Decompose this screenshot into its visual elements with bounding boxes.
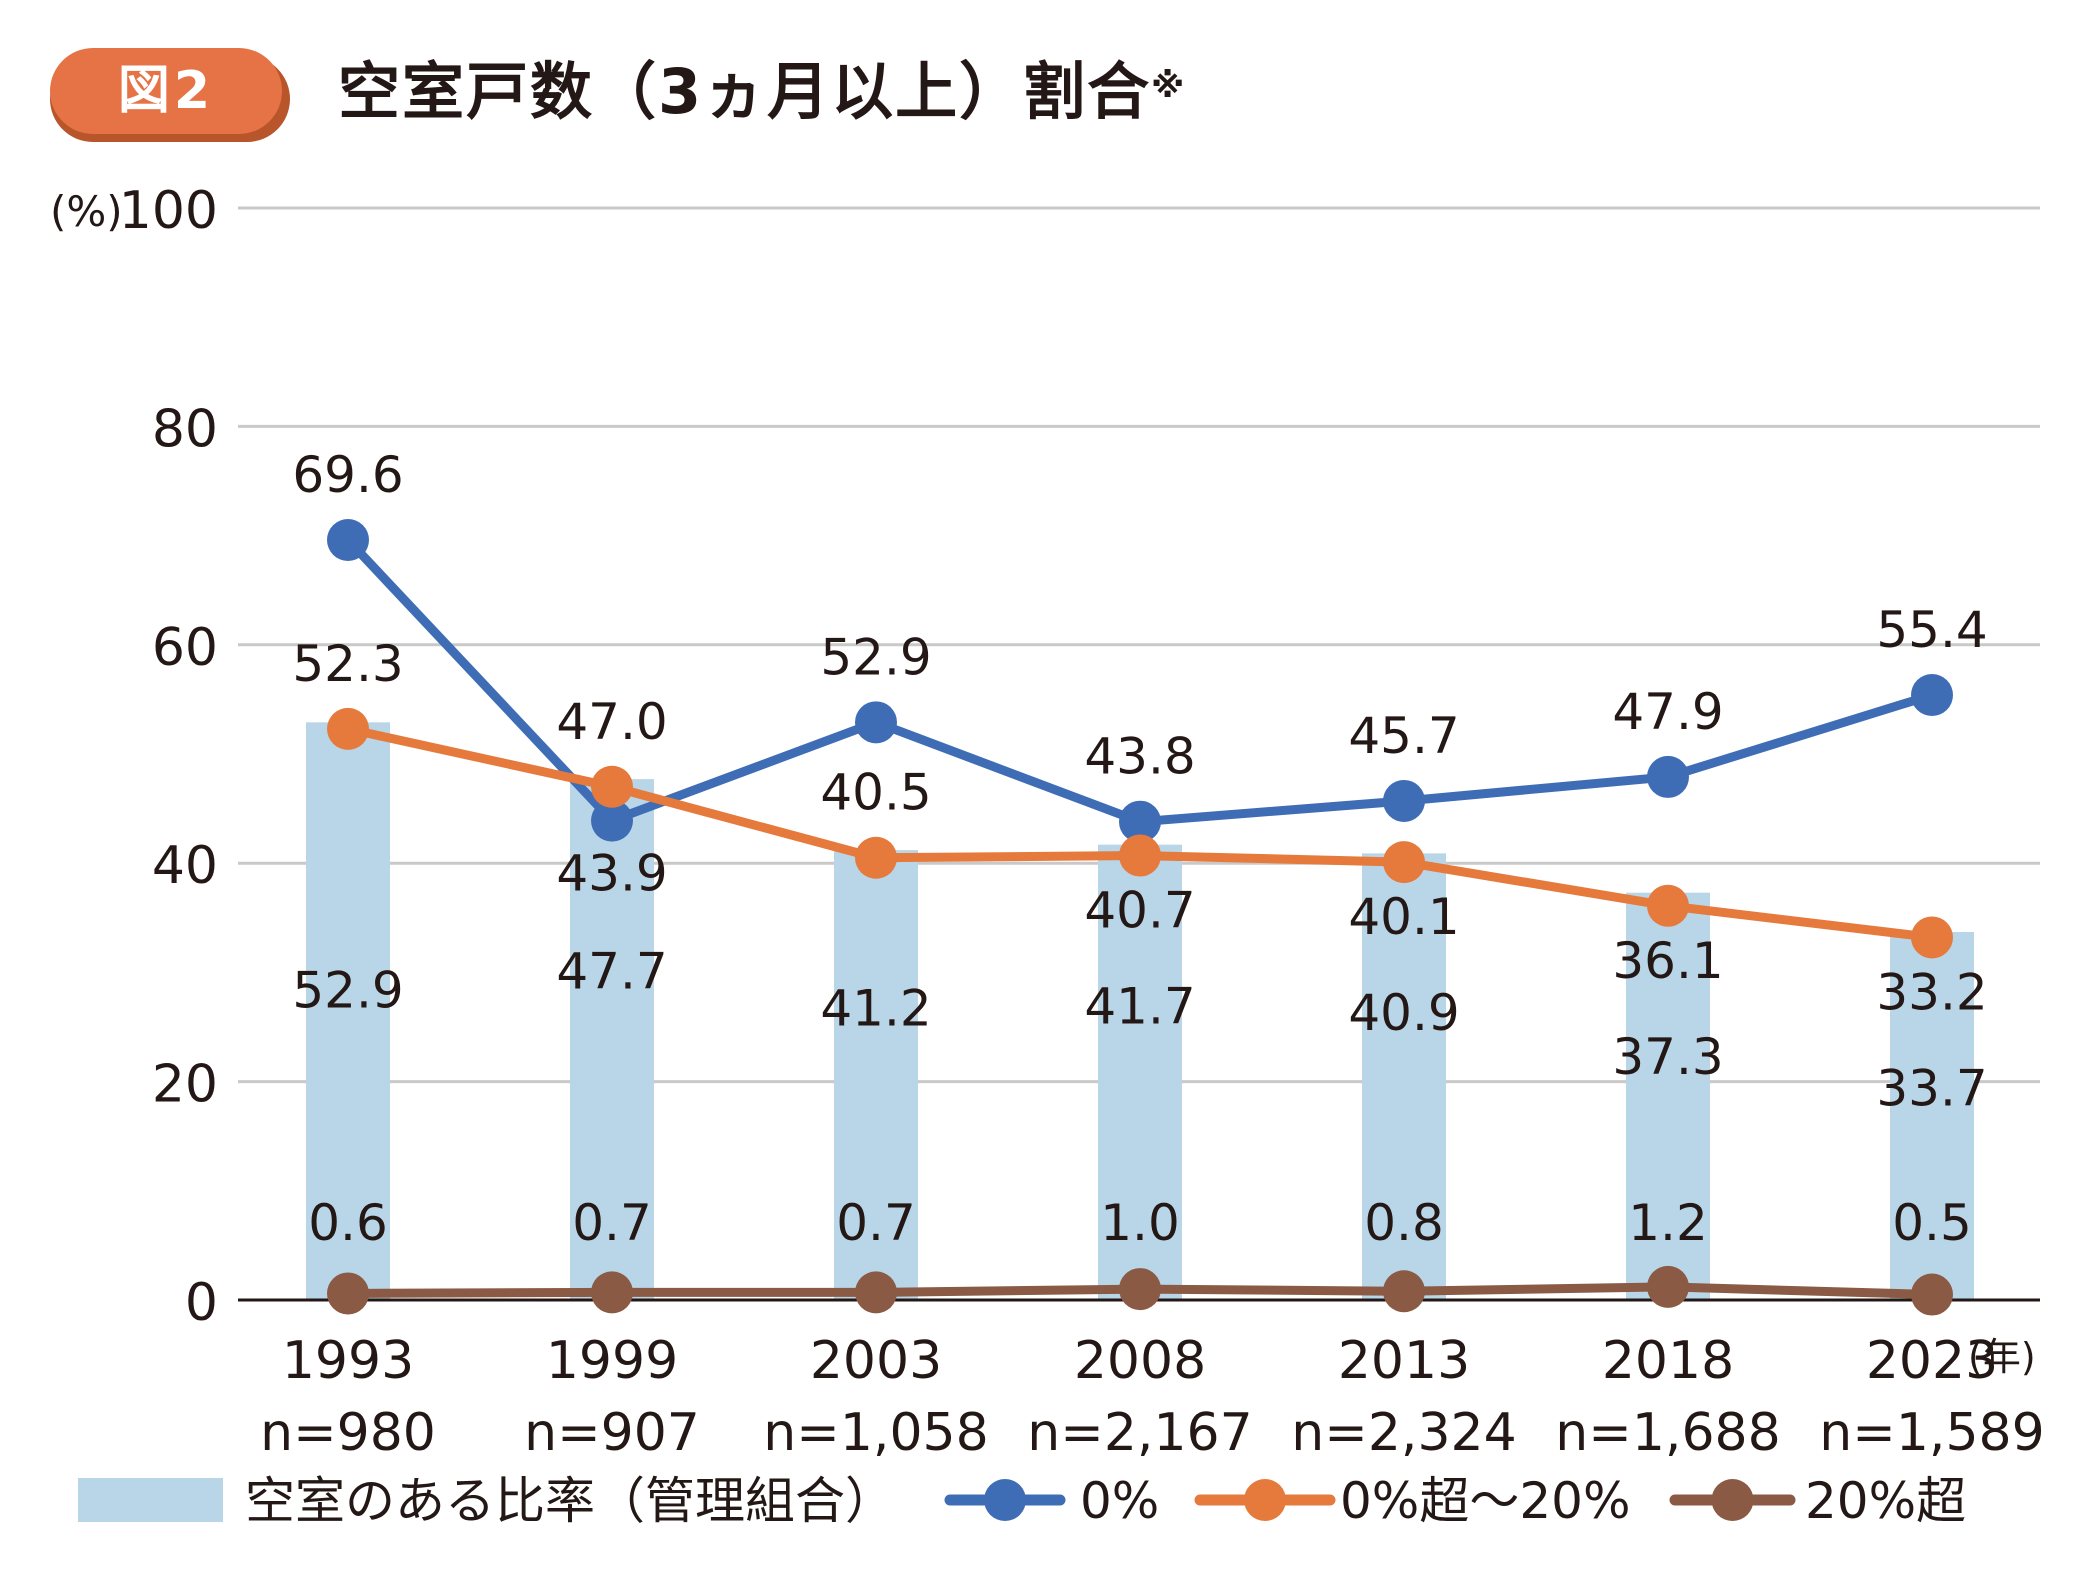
data-label: 52.9	[292, 961, 403, 1019]
y-tick-label: 20	[152, 1055, 218, 1115]
data-point	[1911, 674, 1953, 717]
y-tick-label: 80	[152, 399, 218, 459]
legend-label: 0%	[1080, 1472, 1159, 1530]
data-label: 52.3	[292, 635, 403, 693]
data-point	[1119, 800, 1161, 843]
data-label: 69.6	[292, 446, 403, 504]
x-sample-size: n=2,324	[1291, 1403, 1516, 1463]
x-tick-label: 2023	[1866, 1331, 1998, 1391]
chart-title: 空室戸数（3ヵ月以上）割合※	[338, 52, 1186, 132]
data-label: 41.7	[1084, 978, 1195, 1036]
x-tick-label: 1993	[282, 1331, 414, 1391]
legend-marker	[1711, 1479, 1754, 1521]
data-label: 1.2	[1628, 1194, 1708, 1252]
data-label: 43.9	[556, 845, 667, 903]
data-point	[1647, 884, 1689, 927]
data-point	[1383, 841, 1425, 884]
x-tick-label: 1999	[546, 1331, 678, 1391]
x-sample-size: n=980	[260, 1403, 436, 1463]
data-label: 37.3	[1612, 1028, 1723, 1086]
note-mark: ※	[1151, 66, 1187, 106]
x-tick-label: 2013	[1338, 1331, 1470, 1391]
figure-badge: 図2	[50, 48, 290, 142]
data-label: 40.5	[820, 764, 931, 822]
data-label: 33.7	[1876, 1059, 1987, 1117]
data-label: 45.7	[1348, 707, 1459, 765]
x-unit-label: (年)	[1968, 1335, 2036, 1379]
data-label: 0.5	[1892, 1194, 1972, 1252]
x-tick-label: 2003	[810, 1331, 942, 1391]
data-label: 0.7	[836, 1194, 916, 1252]
x-sample-size: n=1,058	[763, 1403, 988, 1463]
legend-marker	[1244, 1479, 1286, 1521]
data-point	[591, 1271, 633, 1314]
bar	[570, 779, 654, 1300]
data-point	[855, 836, 897, 879]
data-point	[1647, 1265, 1689, 1308]
data-point	[1383, 779, 1425, 822]
data-label: 47.7	[556, 943, 667, 1001]
legend-label: 20%超	[1805, 1472, 1966, 1530]
data-label: 0.8	[1364, 1194, 1444, 1252]
data-label: 55.4	[1876, 601, 1987, 659]
bar	[306, 722, 390, 1300]
data-label: 0.6	[308, 1194, 388, 1252]
x-sample-size: n=1,589	[1819, 1403, 2044, 1463]
bar	[1890, 931, 1974, 1300]
bar	[1626, 892, 1710, 1300]
bar	[1362, 853, 1446, 1300]
data-label: 41.2	[820, 980, 931, 1038]
x-sample-size: n=907	[524, 1403, 700, 1463]
data-label: 52.9	[820, 628, 931, 686]
data-point	[855, 1271, 897, 1314]
data-point	[1119, 834, 1161, 877]
y-unit-label: (%)	[50, 187, 123, 236]
data-point	[1911, 916, 1953, 959]
data-label: 36.1	[1612, 932, 1723, 990]
chart-title-text: 空室戸数（3ヵ月以上）割合	[338, 55, 1152, 128]
data-point	[1911, 1273, 1953, 1316]
data-point	[327, 1272, 369, 1315]
data-label: 0.7	[572, 1194, 652, 1252]
data-label: 47.0	[556, 693, 667, 751]
data-point	[591, 799, 633, 842]
legend-label: 空室のある比率（管理組合）	[245, 1472, 895, 1530]
data-label: 40.9	[1348, 984, 1459, 1042]
data-label: 40.1	[1348, 888, 1459, 946]
x-tick-label: 2018	[1602, 1331, 1734, 1391]
data-label: 43.8	[1084, 728, 1195, 786]
y-tick-label: 40	[152, 836, 218, 896]
figure-badge-label: 図2	[50, 48, 282, 134]
legend-label: 0%超〜20%	[1340, 1472, 1630, 1530]
data-point	[1119, 1268, 1161, 1311]
data-point	[855, 701, 897, 744]
y-tick-label: 0	[185, 1273, 218, 1333]
x-tick-label: 2008	[1074, 1331, 1206, 1391]
x-sample-size: n=1,688	[1555, 1403, 1780, 1463]
y-tick-label: 100	[119, 181, 218, 241]
data-label: 1.0	[1100, 1194, 1180, 1252]
bar	[834, 850, 918, 1300]
data-point	[327, 518, 369, 561]
y-tick-label: 60	[152, 618, 218, 678]
x-sample-size: n=2,167	[1027, 1403, 1252, 1463]
data-point	[1383, 1270, 1425, 1313]
data-point	[591, 765, 633, 808]
legend-bar-swatch	[78, 1478, 223, 1522]
data-label: 40.7	[1084, 882, 1195, 940]
bar	[1098, 844, 1182, 1300]
data-label: 33.2	[1876, 963, 1987, 1021]
data-label: 47.9	[1612, 683, 1723, 741]
data-point	[327, 707, 369, 750]
data-point	[1647, 755, 1689, 798]
legend-marker	[984, 1479, 1026, 1521]
